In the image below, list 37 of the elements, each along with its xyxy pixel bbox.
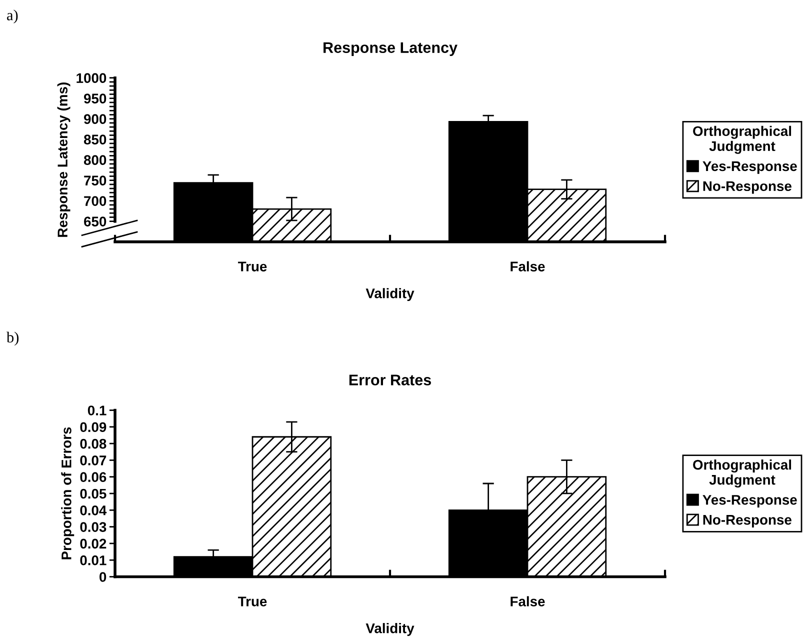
y-tick-label: 0.03 bbox=[80, 522, 106, 532]
chart-title: Error Rates bbox=[349, 374, 431, 386]
chart-title: Response Latency bbox=[324, 42, 458, 56]
x-axis-title: Validity bbox=[366, 623, 414, 636]
y-axis-title: Response Latency (ms) bbox=[57, 82, 70, 237]
x-tick-label: True bbox=[238, 596, 267, 606]
y-tick-label: 0.06 bbox=[80, 472, 106, 482]
y-tick-label: 700 bbox=[84, 196, 106, 206]
legend-title: Orthographical Judgment bbox=[693, 126, 792, 154]
y-tick-label: 0.1 bbox=[88, 406, 106, 416]
y-tick-label: 0.08 bbox=[80, 438, 106, 449]
y-tick-label: 850 bbox=[84, 134, 106, 144]
y-tick-label: 800 bbox=[84, 155, 106, 165]
y-tick-label: 0.05 bbox=[80, 488, 106, 499]
y-tick-label: 750 bbox=[84, 176, 106, 186]
legend-label: Yes-Response bbox=[702, 161, 797, 174]
legend-label: No-Response bbox=[703, 515, 792, 528]
x-tick-label: False bbox=[510, 261, 545, 272]
y-axis-title: Proportion of Errors bbox=[61, 427, 74, 560]
y-tick-label: 0.09 bbox=[80, 422, 106, 432]
y-tick-label: 900 bbox=[84, 114, 106, 124]
x-tick-label: True bbox=[238, 262, 267, 272]
y-tick-label: 950 bbox=[84, 94, 106, 104]
y-tick-label: 0.02 bbox=[80, 538, 106, 549]
y-tick-label: 0.01 bbox=[80, 555, 106, 566]
x-tick-label: False bbox=[510, 596, 545, 606]
legend-label: No-Response bbox=[703, 181, 792, 194]
text: b) bbox=[6, 332, 19, 346]
text: a) bbox=[7, 10, 18, 24]
x-axis-title: Validity bbox=[366, 288, 414, 302]
y-tick-label: 0.04 bbox=[80, 505, 107, 516]
y-tick-label: 650 bbox=[84, 216, 106, 226]
legend-title: Orthographical Judgment bbox=[693, 460, 792, 488]
legend-label: Yes-Response bbox=[702, 495, 797, 508]
y-tick-label: 0 bbox=[100, 572, 106, 582]
y-tick-label: 1000 bbox=[76, 73, 106, 84]
y-tick-label: 0.07 bbox=[80, 456, 106, 466]
